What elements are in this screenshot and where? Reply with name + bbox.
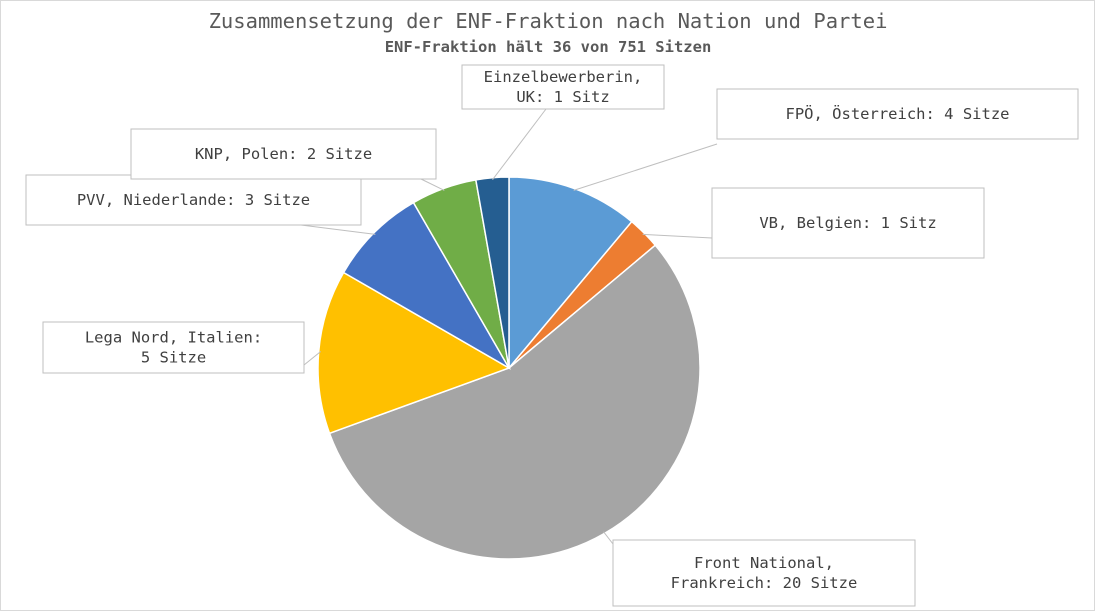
chart-subtitle: ENF-Fraktion hält 36 von 751 Sitzen [385,38,712,56]
data-label: Einzelbewerberin, [484,68,643,86]
data-label-box [25,174,362,226]
data-label: KNP, Polen: 2 Sitze [195,145,372,163]
data-label-box [612,539,916,607]
data-label-box [716,88,1079,140]
data-label-box [461,64,665,110]
data-label-box [42,321,305,374]
leader-line [300,224,376,235]
pie-slice-lega-nord [317,271,511,435]
leader-line [642,233,713,239]
pie-slice-einzelbewerberin [474,176,510,369]
data-label: Front National, [694,554,834,572]
leader-lines [300,108,718,545]
leader-line [303,351,322,366]
data-label: 5 Sitze [141,349,206,367]
chart-title: Zusammensetzung der ENF-Fraktion nach Na… [209,9,888,33]
data-label: Frankreich: 20 Sitze [671,574,858,592]
data-label: FPÖ, Österreich: 4 Sitze [786,104,1010,123]
data-label: Lega Nord, Italien: [85,329,262,347]
leader-line [573,143,718,191]
pie-slice-pvv [342,201,512,371]
leader-line [492,108,547,181]
data-label: VB, Belgien: 1 Sitz [759,214,936,232]
pie-slices [317,176,701,560]
data-label-box [711,187,985,259]
pie-slice-fp- [508,176,633,371]
data-labels: FPÖ, Österreich: 4 Sitze VB, Belgien: 1 S… [25,64,1079,607]
leader-line [603,531,614,545]
leader-line [420,178,445,191]
data-label-box [130,128,437,180]
data-label: PVV, Niederlande: 3 Sitze [77,191,310,209]
data-label: UK: 1 Sitz [516,88,609,106]
